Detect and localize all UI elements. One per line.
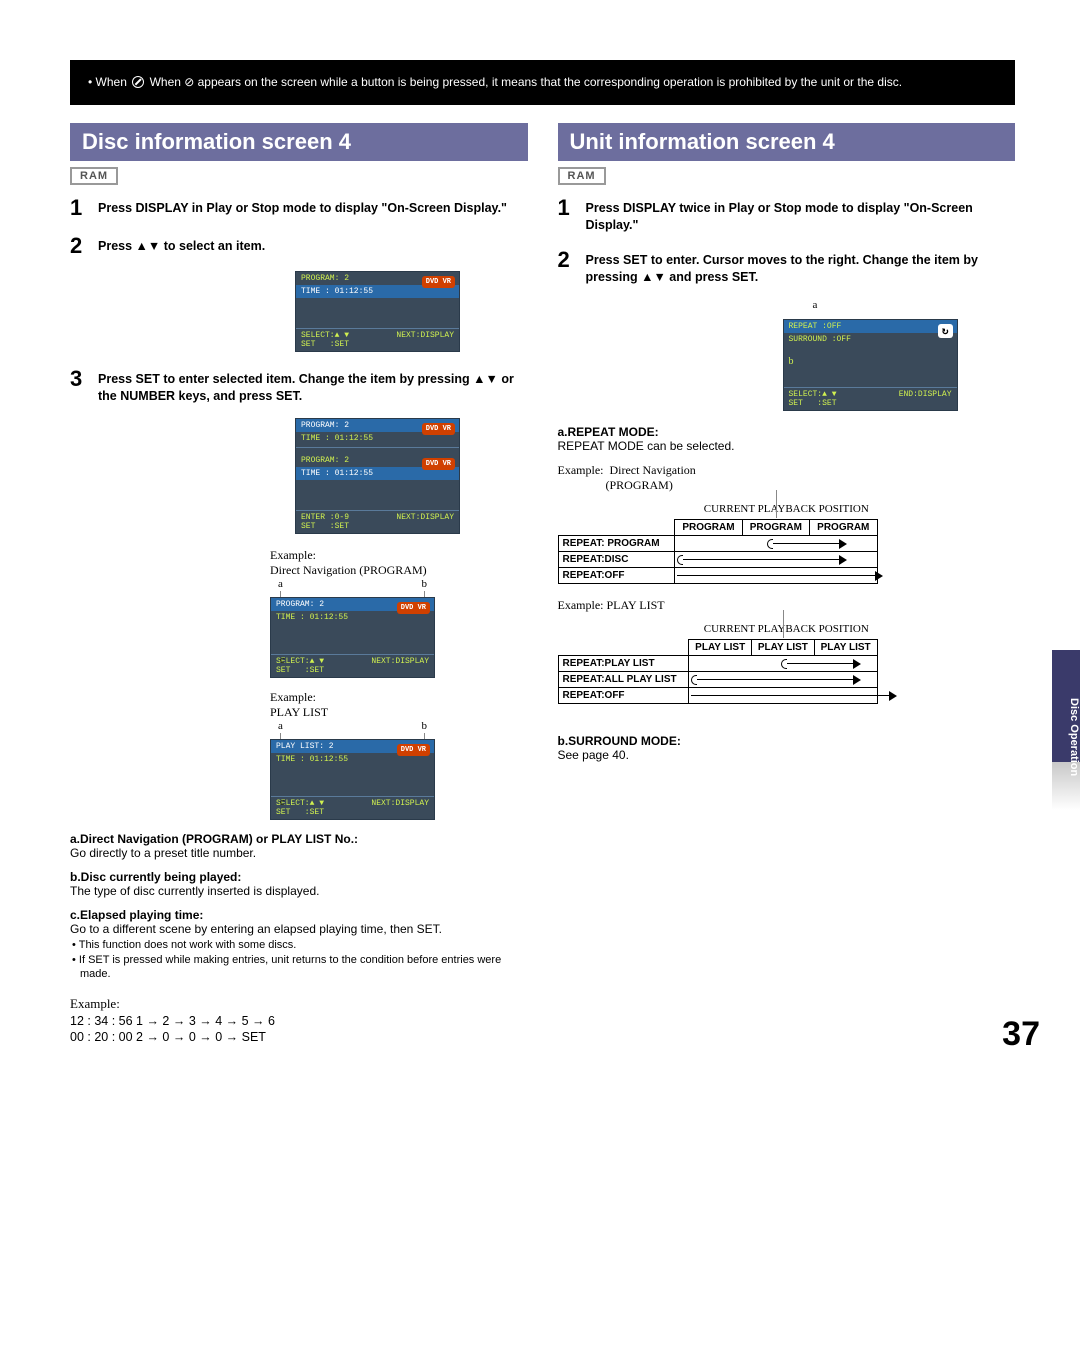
osd-line: REPEAT :OFF: [784, 320, 957, 333]
b-text: The type of disc currently inserted is d…: [70, 884, 528, 898]
prohibit-icon: [132, 76, 144, 88]
ab-labels: ab: [270, 578, 435, 597]
osd-screen-2: DVD VR PROGRAM: 2 TIME : 01:12:55 DVD VR…: [295, 418, 460, 534]
step-number: 3: [70, 366, 98, 406]
table-row-label: REPEAT: PROGRAM: [558, 535, 675, 551]
table-header: PROGRAM: [810, 519, 877, 535]
c-label: c: [280, 654, 528, 666]
ab-labels: ab: [270, 720, 435, 739]
table-row-label: REPEAT:DISC: [558, 551, 675, 567]
page-number: 37: [1002, 1015, 1040, 1054]
osd-footer: SELECT:▲ ▼ SET :SET: [301, 331, 349, 349]
ram-badge-right: RAM: [558, 167, 606, 185]
left-step3: Press SET to enter selected item. Change…: [98, 366, 528, 406]
repeat-mode-heading: a.REPEAT MODE:: [558, 425, 1016, 439]
c-bullet: • If SET is pressed while making entries…: [70, 953, 528, 983]
step-number: 2: [558, 247, 586, 287]
example-label: Example: Direct Navigation (PROGRAM): [270, 548, 528, 578]
example-label: Example: PLAY LIST: [558, 598, 1016, 613]
dvd-vr-badge: DVD VR: [422, 276, 455, 288]
playlist-repeat-table: PLAY LIST PLAY LIST PLAY LIST REPEAT:PLA…: [558, 639, 878, 704]
b-heading: b.Disc currently being played:: [70, 870, 528, 884]
ram-badge-left: RAM: [70, 167, 118, 185]
time-sequence: 00 : 20 : 00 2 → 0 → 0 → 0 → SET: [70, 1030, 528, 1044]
step-number: 1: [558, 195, 586, 235]
surround-mode-text: See page 40.: [558, 748, 1016, 762]
osd-footer: NEXT:DISPLAY: [396, 513, 454, 531]
osd-footer: ENTER :0-9 SET :SET: [301, 513, 349, 531]
dvd-vr-badge: DVD VR: [422, 423, 455, 435]
dvd-vr-badge: DVD VR: [397, 744, 430, 756]
left-step2: Press ▲▼ to select an item.: [98, 233, 265, 259]
osd-footer: END:DISPLAY: [899, 390, 952, 408]
time-sequence: 12 : 34 : 56 1 → 2 → 3 → 4 → 5 → 6: [70, 1014, 528, 1028]
c-text: Go to a different scene by entering an e…: [70, 922, 528, 936]
example-label: Example: Direct Navigation (PROGRAM): [558, 463, 1016, 493]
table-row-label: REPEAT:PLAY LIST: [558, 655, 689, 671]
a-pointer: a: [813, 299, 1016, 311]
right-section-title: Unit information screen 4: [558, 123, 1016, 161]
osd-unit-screen: ↻ REPEAT :OFF SURROUND :OFF b SELECT:▲ ▼…: [783, 319, 958, 411]
example-label: Example:: [70, 996, 528, 1012]
c-label: c: [280, 796, 528, 808]
dvd-vr-badge: DVD VR: [422, 458, 455, 470]
table-row-label: REPEAT:ALL PLAY LIST: [558, 671, 689, 687]
table-header: PLAY LIST: [752, 639, 815, 655]
left-section-title: Disc information screen 4: [70, 123, 528, 161]
table-row-label: REPEAT:OFF: [558, 567, 675, 583]
a-heading: a.Direct Navigation (PROGRAM) or PLAY LI…: [70, 832, 528, 846]
step-number: 1: [70, 195, 98, 221]
left-column: Disc information screen 4 RAM 1 Press DI…: [70, 123, 528, 1045]
playback-caption: CURRENT PLAYBACK POSITION: [558, 623, 1016, 635]
repeat-mode-text: REPEAT MODE can be selected.: [558, 439, 1016, 453]
osd-footer: SELECT:▲ ▼ SET :SET: [789, 390, 837, 408]
right-column: Unit information screen 4 RAM 1 Press DI…: [558, 123, 1016, 1045]
notice-bar: • When When ⊘ appears on the screen whil…: [70, 60, 1015, 105]
playback-caption: CURRENT PLAYBACK POSITION: [558, 503, 1016, 515]
surround-mode-heading: b.SURROUND MODE:: [558, 734, 1016, 748]
table-header: PLAY LIST: [814, 639, 877, 655]
right-step2: Press SET to enter. Cursor moves to the …: [586, 247, 1016, 287]
table-header: PLAY LIST: [689, 639, 752, 655]
c-heading: c.Elapsed playing time:: [70, 908, 528, 922]
osd-screen-1: DVD VR PROGRAM: 2 TIME : 01:12:55 SELECT…: [295, 271, 460, 352]
table-header: PROGRAM: [675, 519, 742, 535]
c-bullet: • This function does not work with some …: [70, 938, 528, 953]
loop-icon: ↻: [938, 324, 953, 338]
left-step1: Press DISPLAY in Play or Stop mode to di…: [98, 195, 507, 221]
dvd-vr-badge: DVD VR: [397, 602, 430, 614]
table-header: PROGRAM: [742, 519, 809, 535]
right-step1: Press DISPLAY twice in Play or Stop mode…: [586, 195, 1016, 235]
notice-text: When ⊘ appears on the screen while a but…: [150, 75, 903, 89]
program-repeat-table: PROGRAM PROGRAM PROGRAM REPEAT: PROGRAM …: [558, 519, 878, 584]
table-row-label: REPEAT:OFF: [558, 687, 689, 703]
osd-line: SURROUND :OFF: [784, 333, 957, 346]
example-label: Example: PLAY LIST: [270, 690, 528, 720]
osd-footer: NEXT:DISPLAY: [396, 331, 454, 349]
side-tab: Disc Operation: [1052, 650, 1080, 810]
a-text: Go directly to a preset title number.: [70, 846, 528, 860]
step-number: 2: [70, 233, 98, 259]
